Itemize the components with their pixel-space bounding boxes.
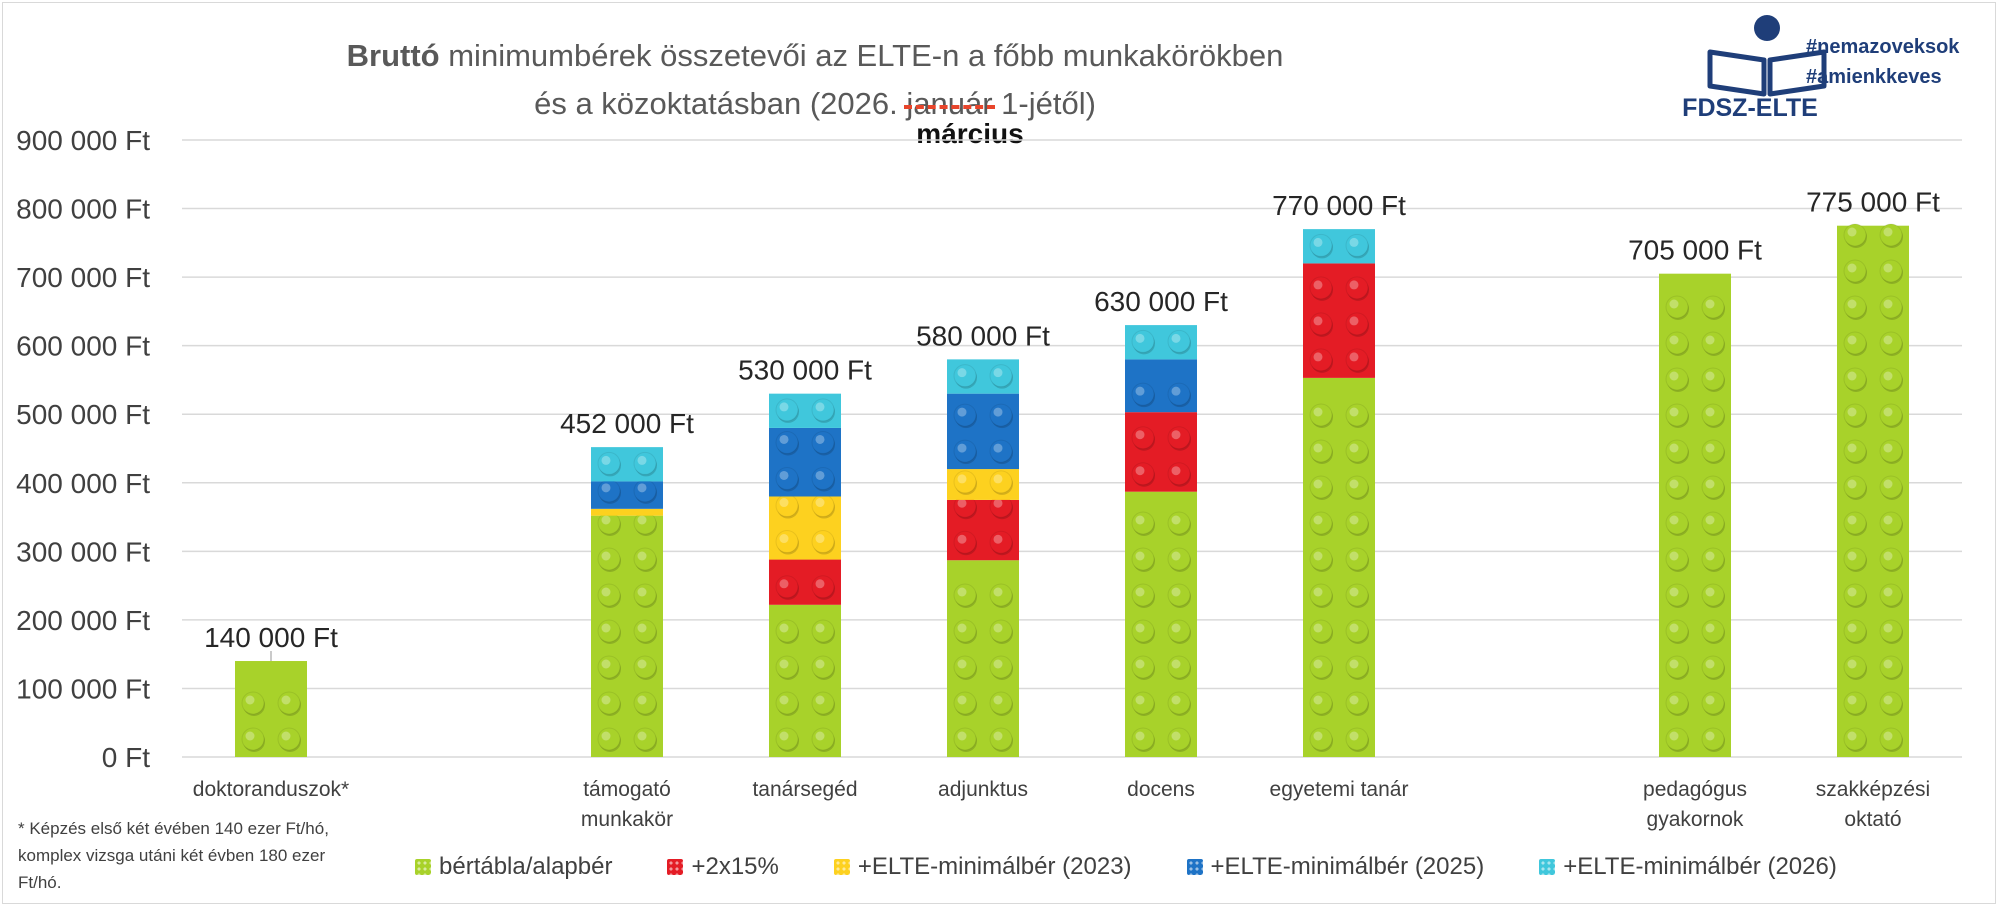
bar-segment [947,560,1019,757]
logo-wordmark: FDSZ-ELTE [1682,94,1818,122]
bar-segment [591,508,663,516]
category-label: pedagógus [1643,778,1747,801]
y-tick-label: 800 000 Ft [16,194,150,225]
hashtag-1: #nemazoveksok [1806,36,1960,58]
bar-segment [591,479,663,509]
total-label: 775 000 Ft [1806,187,1940,218]
y-tick-label: 0 Ft [102,742,150,773]
bar-segment [591,447,663,482]
legend-item: +ELTE-minimálbér (2025) [1186,853,1485,881]
bar-segment [1303,229,1375,264]
y-tick-label: 700 000 Ft [16,262,150,293]
legend-item: bértábla/alapbér [415,853,612,881]
legend-item: +ELTE-minimálbér (2026) [1539,853,1837,881]
total-label: 140 000 Ft [204,622,338,653]
bar-segment [1303,263,1375,378]
category-label: oktató [1844,808,1901,831]
title-line1-rest: minimumbérek összetevői az ELTE-n a főbb… [439,38,1284,73]
legend-label: +2x15% [691,853,779,880]
y-tick-label: 900 000 Ft [16,125,150,156]
bar-segment [235,661,307,757]
total-label: 630 000 Ft [1094,286,1228,317]
title-line2-end: 1-jétől) [992,86,1096,121]
category-label: adjunktus [938,778,1028,801]
y-tick-label: 100 000 Ft [16,673,150,704]
bar-segment [1125,491,1197,757]
total-label: 580 000 Ft [916,320,1050,351]
bar-segment [1837,223,1909,757]
total-label: 770 000 Ft [1272,190,1406,221]
legend-swatch [833,859,850,875]
legend-item: +2x15% [667,853,779,881]
open-book-logo-icon [1707,15,1827,97]
category-label: szakképzési [1816,778,1930,801]
total-label: 530 000 Ft [738,355,872,386]
y-tick-label: 600 000 Ft [16,331,150,362]
category-label: támogató [583,778,671,801]
total-label: 705 000 Ft [1628,235,1762,266]
y-tick-label: 400 000 Ft [16,468,150,499]
category-label: munkakör [581,808,673,831]
legend-label: bértábla/alapbér [439,853,613,880]
bar-segment [947,359,1019,394]
y-tick-label: 300 000 Ft [16,536,150,567]
total-label: 452 000 Ft [560,408,694,439]
bar-segment [947,469,1019,500]
legend-label: +ELTE-minimálbér (2025) [1210,853,1485,880]
category-label: tanársegéd [752,778,857,801]
bar-segment [769,427,841,497]
legend-swatch [667,859,684,875]
bar-segment [1659,273,1731,757]
title-struck-month: január [906,86,993,121]
category-label: doktoranduszok* [193,778,349,801]
hashtag-2: #amienkkeves [1806,66,1942,88]
category-label: egyetemi tanár [1270,778,1409,801]
bar-segment [769,494,841,560]
bar-segment [769,393,841,428]
bar-segment [947,494,1019,561]
hashtags: #nemazoveksok #amienkkeves [1806,32,1959,92]
title-correction-month: március [916,118,1024,149]
legend-item: +ELTE-minimálbér (2023) [833,853,1132,881]
footnote: * Képzés első két évében 140 ezer Ft/hó,… [18,819,329,892]
chart-title: Bruttó minimumbérek összetevői az ELTE-n… [290,32,1340,128]
legend-swatch [1186,859,1203,875]
bar-segment [591,511,663,757]
legend-swatch [415,859,431,875]
bar-segment [769,604,841,757]
title-bold-word: Bruttó [346,38,440,73]
bar-segment [947,393,1019,470]
legend-label: +ELTE-minimálbér (2026) [1563,853,1837,880]
category-label: docens [1127,778,1195,801]
category-label: gyakornok [1647,808,1744,831]
bar-segment [769,559,841,605]
bar-segment [1125,359,1197,413]
y-tick-label: 500 000 Ft [16,399,150,430]
bar-segment [1303,377,1375,757]
title-line2-start: és a közoktatásban (2026. [534,86,907,121]
bar-segment [1125,325,1197,360]
bar-segment [1125,412,1197,492]
legend-swatch [1539,859,1556,875]
chart-legend: bértábla/alapbér +2x15% +ELTE-minimálbér (… [415,850,1892,884]
y-tick-label: 200 000 Ft [16,605,150,636]
legend-label: +ELTE-minimálbér (2023) [857,853,1132,880]
